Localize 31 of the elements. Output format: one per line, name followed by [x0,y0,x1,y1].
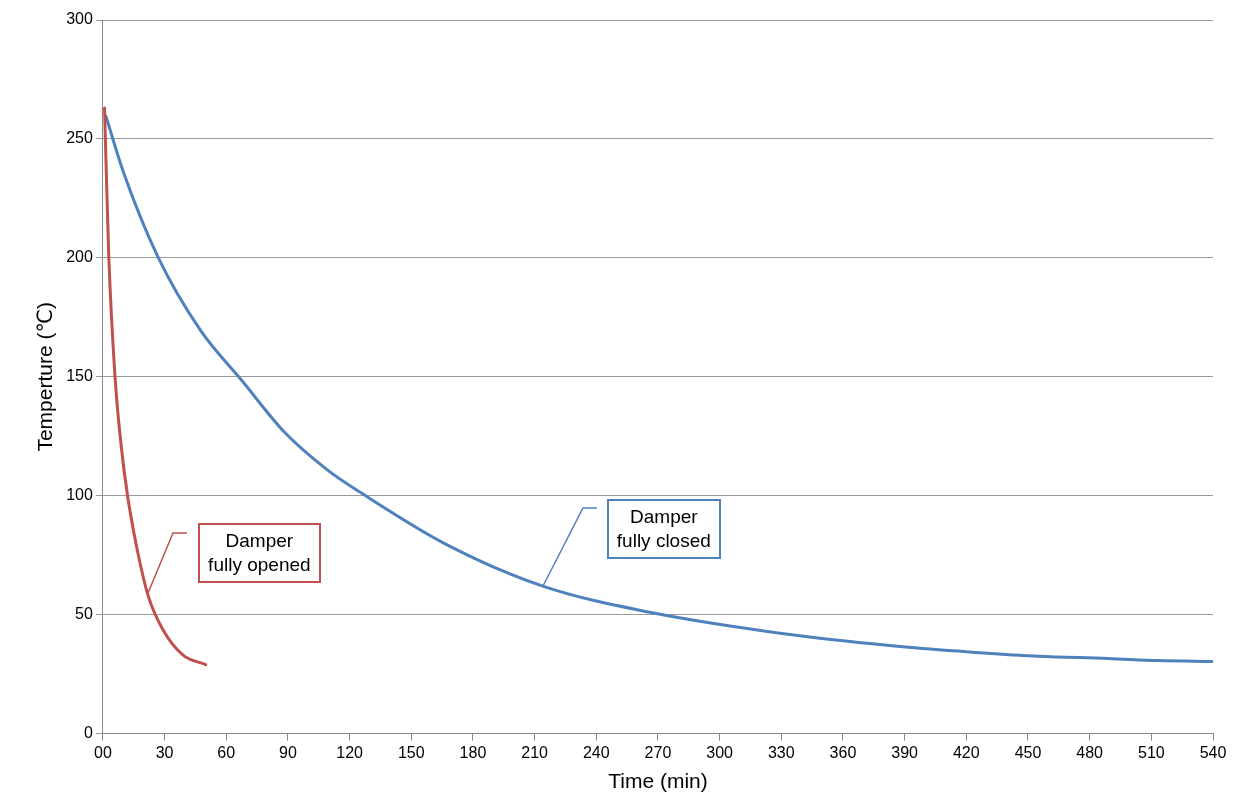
x-tick-label: 540 [1199,743,1227,761]
x-tick-label: 270 [644,743,672,761]
x-axis-title: Time (min) [608,769,708,793]
y-tick-label: 300 [66,10,93,28]
x-tick-label: 450 [1014,743,1042,761]
x-tick-label: 150 [397,743,425,761]
x-tick-label: 120 [336,743,364,761]
x-tick-label: 510 [1137,743,1165,761]
annotation: Damper fully opened [198,523,321,584]
x-tick-label: 360 [829,743,857,761]
x-tick-label: 60 [217,743,236,761]
x-tick-label: 210 [521,743,549,761]
y-tick-label: 150 [66,367,93,385]
y-tick-label: 0 [83,724,93,742]
x-tick-label: 00 [94,743,112,761]
x-tick-label: 300 [706,743,734,761]
y-tick-label: 200 [66,248,93,266]
x-tick-label: 240 [582,743,610,761]
y-tick-label: 50 [75,605,93,623]
x-tick-label: 420 [952,743,980,761]
x-tick-label: 330 [767,743,795,761]
x-tick-label: 480 [1076,743,1104,761]
x-tick-label: 30 [155,743,174,761]
y-tick-label: 100 [66,486,93,504]
x-tick-label: 180 [459,743,487,761]
y-axis-title: Temperture (℃) [33,301,57,452]
annotation: Damper fully closed [606,499,721,560]
line-series [103,106,208,667]
x-tick-label: 390 [891,743,919,761]
x-tick-label: 90 [279,743,297,761]
y-tick-label: 250 [66,129,93,147]
